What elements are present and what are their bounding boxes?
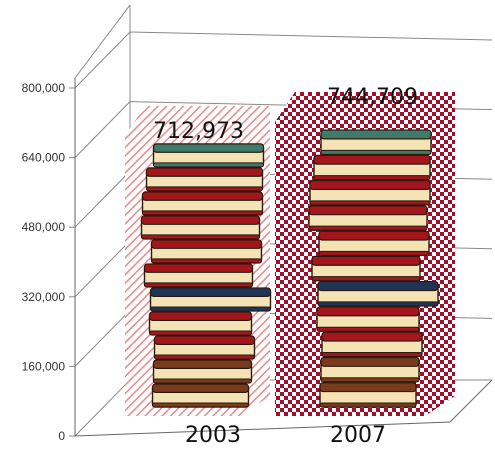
grid-depth-line [74, 170, 131, 228]
book [141, 191, 264, 216]
book [151, 383, 250, 408]
book [145, 167, 264, 192]
book [152, 143, 265, 168]
y-tick-label: 640,000 [22, 151, 66, 165]
book [321, 331, 423, 358]
data-label-2003: 712,973 [153, 119, 244, 144]
bars [125, 92, 455, 417]
book [148, 311, 253, 336]
data-label-2007: 744,709 [327, 85, 418, 110]
book [308, 205, 428, 231]
book [317, 281, 439, 307]
grid-depth-line [74, 310, 131, 367]
book [320, 356, 420, 383]
y-tick-label: 800,000 [22, 81, 66, 95]
grid-line [129, 31, 493, 41]
grid-depth-line [74, 379, 131, 437]
labels: 712,973 2003 744,709 2007 [153, 85, 418, 448]
book [150, 239, 263, 264]
grid-depth-line [74, 31, 131, 89]
y-tick-label: 320,000 [22, 290, 66, 304]
book [143, 263, 254, 288]
book [140, 215, 261, 240]
y-tick-label: 160,000 [22, 359, 66, 373]
book [153, 335, 256, 360]
x-tick-label-2003: 2003 [185, 423, 241, 448]
x-tick-label-2007: 2007 [330, 423, 386, 448]
book [152, 359, 253, 384]
floor-right-edge [449, 379, 493, 423]
bar-2007 [275, 92, 455, 417]
top-depth-edge [74, 4, 131, 79]
y-tick-label: 0 [58, 429, 65, 443]
book [316, 306, 420, 332]
y-tick-label: 480,000 [22, 220, 66, 234]
book [149, 287, 272, 312]
grid-depth-line [74, 240, 131, 298]
book [320, 129, 432, 156]
book [313, 154, 431, 181]
x-axis-line [74, 421, 451, 437]
book [311, 255, 421, 282]
bar-2003 [125, 105, 272, 416]
grid-depth-line [74, 101, 131, 158]
book [309, 179, 431, 206]
book [318, 230, 430, 257]
book [319, 382, 417, 408]
